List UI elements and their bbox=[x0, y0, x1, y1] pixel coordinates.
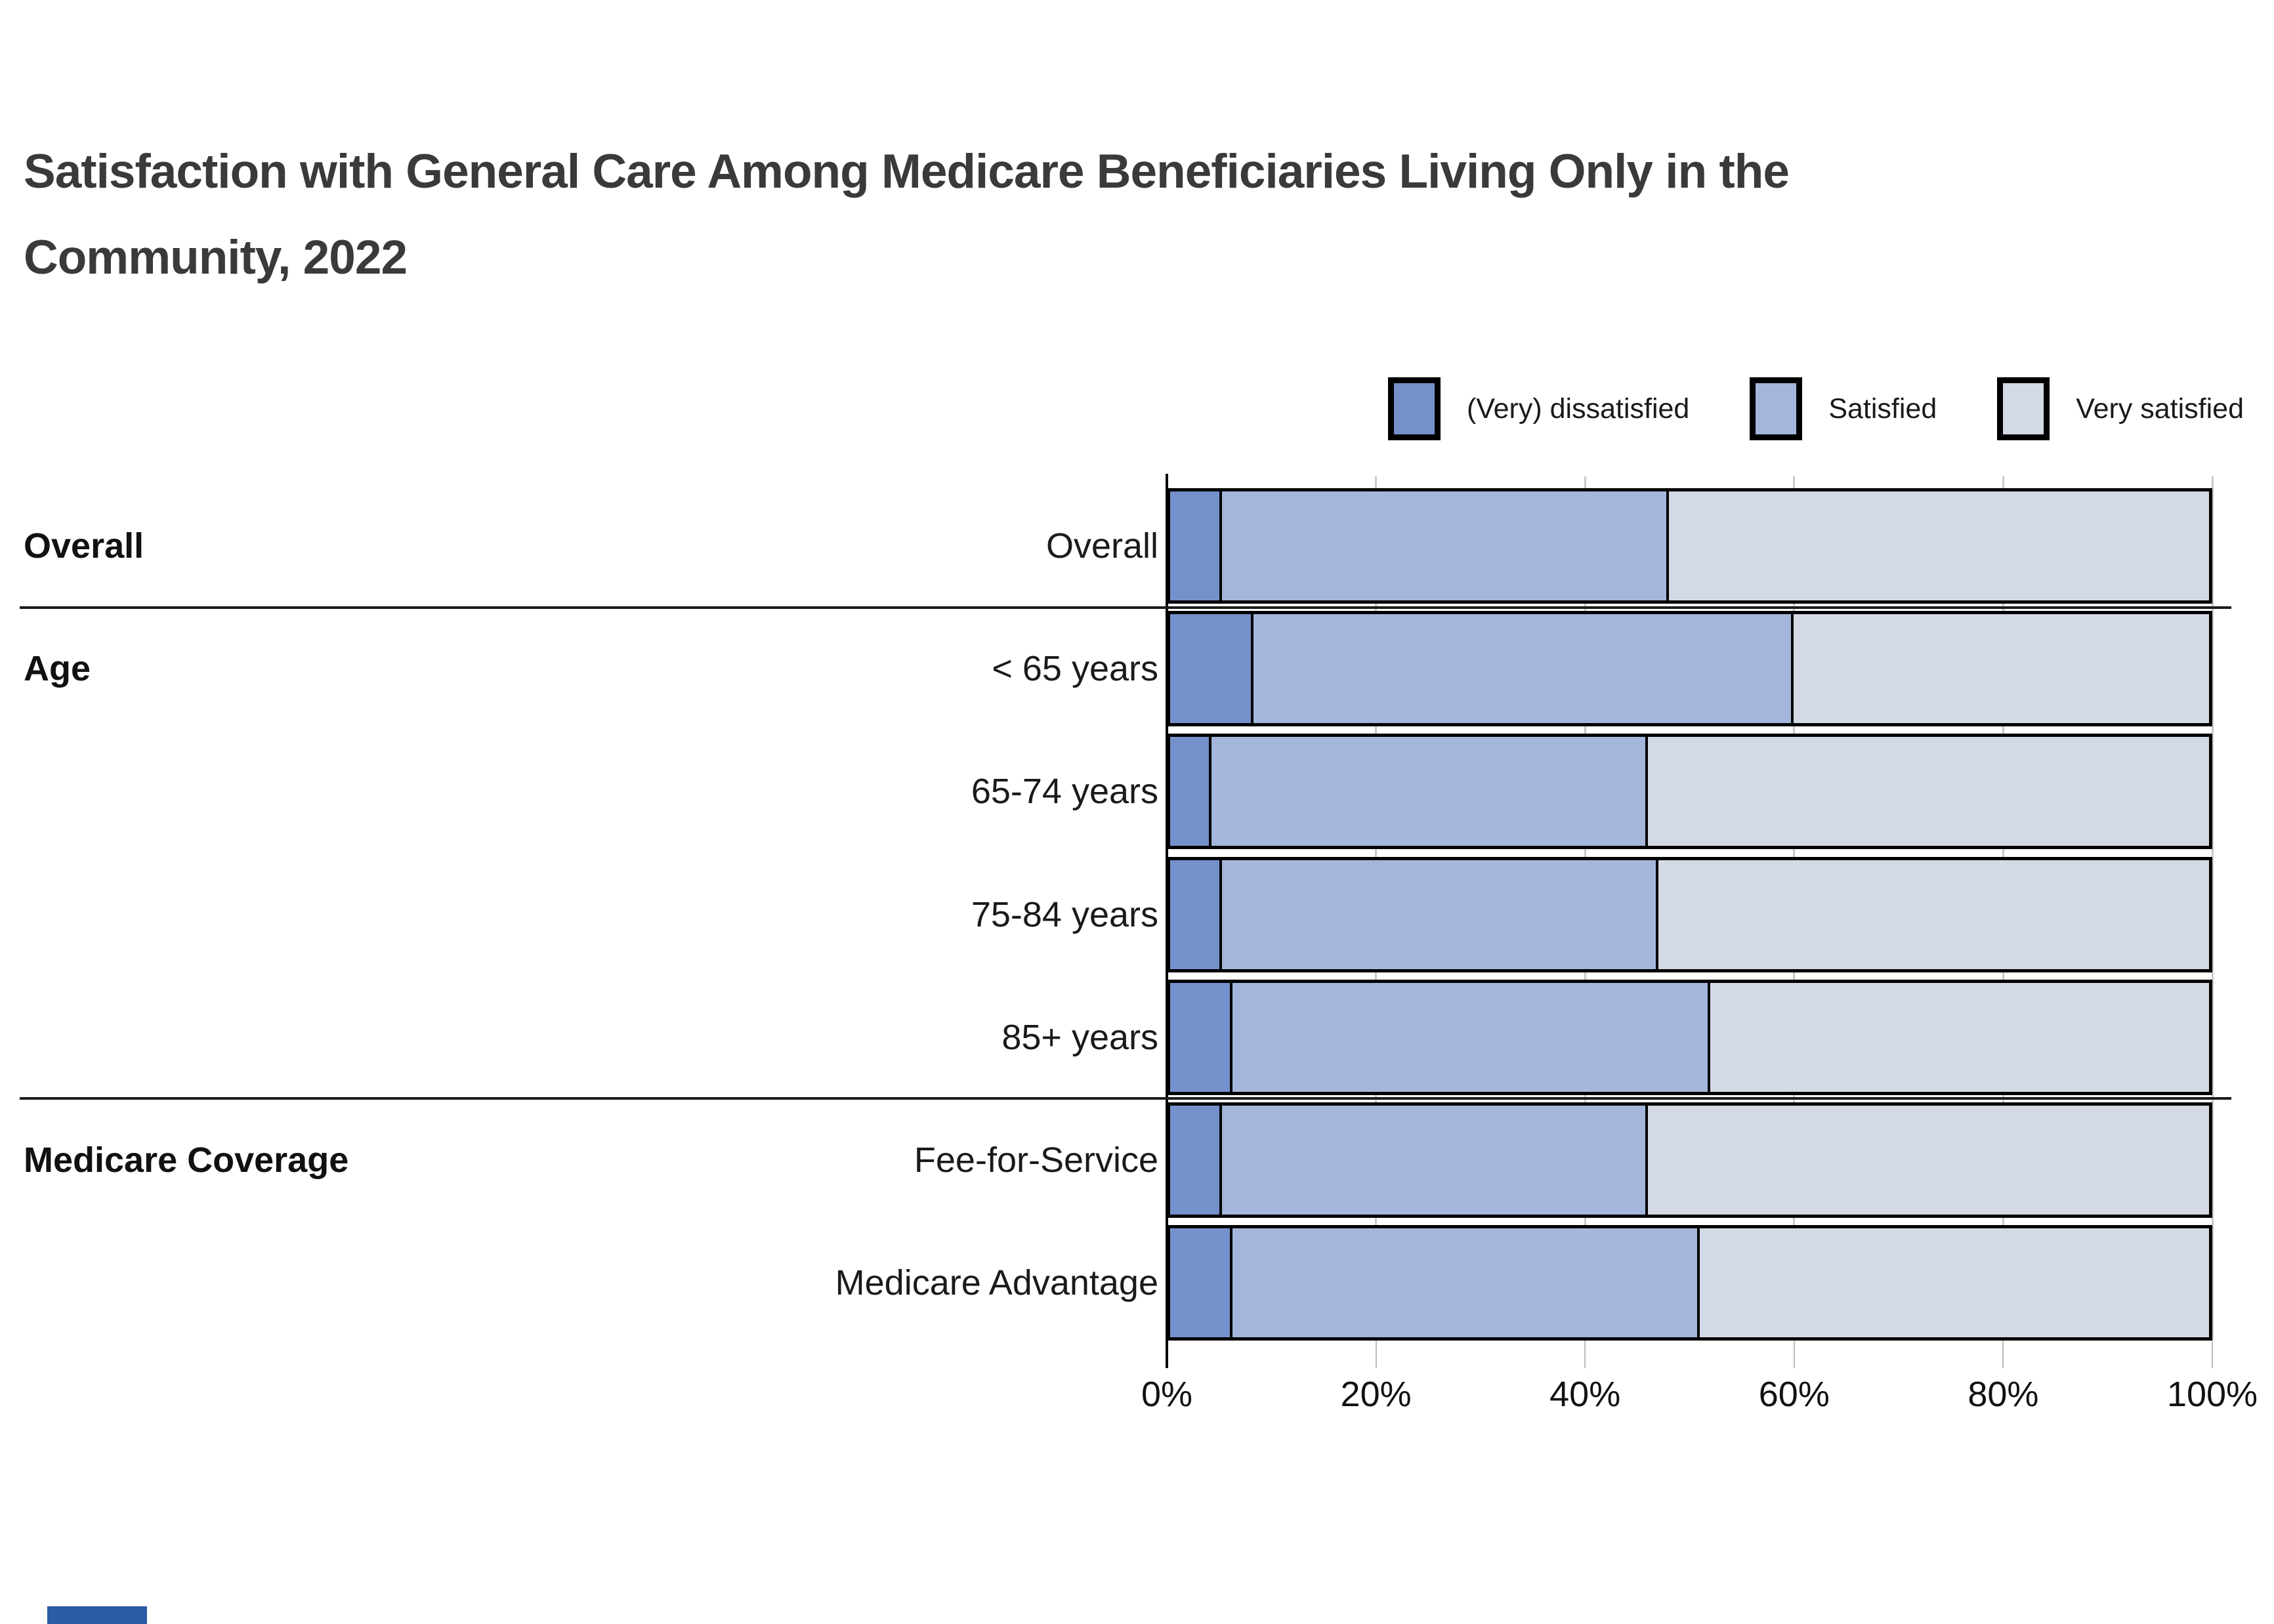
chart-title-line1: Satisfaction with General Care Among Med… bbox=[24, 145, 1790, 198]
x-tick-label: 100% bbox=[2166, 1375, 2258, 1414]
category-label: 85+ years bbox=[1001, 1017, 1158, 1057]
group-label: Overall bbox=[24, 526, 144, 566]
x-tick-label: 40% bbox=[1549, 1375, 1621, 1414]
category-label: 75-84 years bbox=[971, 894, 1158, 934]
footer-logo-fragment bbox=[47, 1606, 147, 1624]
chart-row: Age < 65 years bbox=[0, 611, 2274, 727]
legend-item-very-satisfied: Very satisfied bbox=[1997, 377, 2244, 440]
chart-row: Medicare Coverage Fee-for-Service bbox=[0, 1102, 2274, 1218]
bar-segment bbox=[1648, 1105, 2209, 1215]
stacked-bar bbox=[1167, 488, 2212, 604]
bar-segment bbox=[1170, 737, 1212, 846]
category-label: Overall bbox=[1045, 526, 1158, 566]
axis-tick-60% bbox=[1793, 1341, 1795, 1368]
legend-label-very-satisfied: Very satisfied bbox=[2076, 392, 2244, 425]
x-tick-label: 20% bbox=[1340, 1375, 1412, 1414]
legend-item-dissatisfied: (Very) dissatisfied bbox=[1387, 377, 1690, 440]
bar-segment bbox=[1222, 1105, 1649, 1215]
bar-segment bbox=[1232, 1228, 1700, 1338]
stacked-bar bbox=[1167, 856, 2212, 972]
bar-segment bbox=[1253, 614, 1794, 724]
bar-segment bbox=[1170, 491, 1223, 600]
chart-row: Overall Overall bbox=[0, 488, 2274, 604]
bar-segment bbox=[1170, 1228, 1232, 1338]
bar-segment bbox=[1648, 737, 2209, 846]
bar-segment bbox=[1793, 614, 2209, 724]
bar-segment bbox=[1700, 1228, 2209, 1338]
stacked-bar bbox=[1167, 611, 2212, 727]
bar-segment bbox=[1170, 860, 1223, 969]
chart-row: 85+ years bbox=[0, 979, 2274, 1095]
bar-segment bbox=[1211, 737, 1649, 846]
bar-segment bbox=[1170, 982, 1232, 1092]
x-tick-label: 80% bbox=[1968, 1375, 2039, 1414]
gridline-100% bbox=[2211, 476, 2214, 1341]
chart-row: 65-74 years bbox=[0, 734, 2274, 850]
category-label: Medicare Advantage bbox=[835, 1263, 1158, 1303]
legend-swatch-dissatisfied-icon bbox=[1387, 377, 1441, 440]
bar-segment bbox=[1222, 860, 1658, 969]
bar-segment bbox=[1170, 1105, 1223, 1215]
category-label: Fee-for-Service bbox=[914, 1140, 1158, 1180]
chart-row: 75-84 years bbox=[0, 856, 2274, 972]
stacked-bar bbox=[1167, 1225, 2212, 1341]
x-tick-label: 60% bbox=[1758, 1375, 1830, 1414]
bar-segment bbox=[1232, 982, 1711, 1092]
legend-swatch-satisfied-icon bbox=[1750, 377, 1803, 440]
chart-row: Medicare Advantage bbox=[0, 1225, 2274, 1341]
axis-tick-40% bbox=[1584, 1341, 1586, 1368]
bar-segment bbox=[1668, 491, 2209, 600]
stacked-bar bbox=[1167, 1102, 2212, 1218]
bar-segment bbox=[1658, 860, 2209, 969]
category-label: 65-74 years bbox=[971, 772, 1158, 812]
legend-swatch-very-satisfied-icon bbox=[1997, 377, 2050, 440]
axis-tick-0% bbox=[1166, 1341, 1168, 1368]
bar-segment bbox=[1170, 614, 1253, 724]
bar-segment bbox=[1222, 491, 1669, 600]
group-label: Medicare Coverage bbox=[24, 1140, 349, 1180]
chart-title-line2: Community, 2022 bbox=[24, 231, 408, 284]
group-label: Age bbox=[24, 649, 91, 689]
axis-tick-80% bbox=[2002, 1341, 2004, 1368]
legend: (Very) dissatisfied Satisfied Very satis… bbox=[1387, 366, 2244, 451]
group-separator bbox=[20, 606, 2231, 609]
legend-item-satisfied: Satisfied bbox=[1750, 377, 1937, 440]
axis-tick-100% bbox=[2212, 1341, 2213, 1368]
bar-segment bbox=[1710, 982, 2209, 1092]
stacked-bar bbox=[1167, 734, 2212, 850]
category-label: < 65 years bbox=[992, 649, 1158, 689]
stacked-bar bbox=[1167, 979, 2212, 1095]
legend-label-dissatisfied: (Very) dissatisfied bbox=[1466, 392, 1690, 425]
group-separator bbox=[20, 1097, 2231, 1100]
axis-tick-20% bbox=[1375, 1341, 1377, 1368]
chart-title: Satisfaction with General Care Among Med… bbox=[24, 129, 1790, 301]
x-tick-label: 0% bbox=[1141, 1375, 1193, 1414]
legend-label-satisfied: Satisfied bbox=[1828, 392, 1937, 425]
